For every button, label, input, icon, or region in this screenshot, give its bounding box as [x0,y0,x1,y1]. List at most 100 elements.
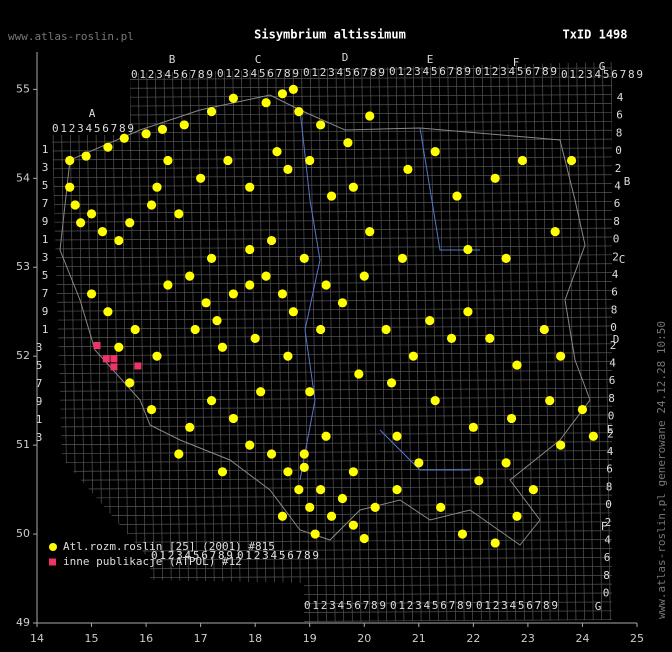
grid-cell-line [52,307,612,312]
grid-cell-line [576,62,585,622]
record-dot [305,387,315,397]
record-dot [103,142,113,152]
grid-letter: C [619,253,626,266]
grid-cell-line [52,281,612,285]
record-dot [152,351,162,361]
record-dot [261,98,271,108]
record-dot [359,271,369,281]
grid-cell-line [52,209,612,214]
grid-cell-line [455,62,465,622]
grid-digit: 1 [42,143,49,156]
grid-digits: 0123456789 [475,65,557,78]
grid-digit: 2 [612,250,619,263]
record-dot [65,155,75,166]
grid-digit: 3 [36,431,43,444]
record-dot [250,333,260,343]
grid-cell-line [52,236,612,241]
grid-cell-line [52,62,61,622]
record-dot [277,89,288,99]
record-dot [283,164,293,175]
record-dot [397,253,408,263]
record-square [110,363,118,371]
record-dot [299,462,309,472]
record-dot [125,378,135,388]
grid-cell-line [516,62,525,622]
record-dot [545,396,555,406]
x-tick-label: 14 [30,632,44,645]
grid-cell-line [593,62,603,622]
grid-digit: 6 [616,109,623,122]
grid-cell-line [326,62,336,622]
record-dot [228,413,238,424]
grid-cell-line [52,85,612,90]
grid-digits: 0123456789 [304,599,386,612]
record-dot [556,351,566,361]
grid-digit: 9 [42,215,49,228]
grid-digit: 8 [616,126,623,139]
record-dot [392,431,402,441]
record-dot [326,191,337,201]
grid-cell-line [52,103,612,107]
record-dot [174,449,184,459]
grid-digit: 0 [605,498,612,511]
title: Sisymbrium altissimum [254,28,406,42]
record-dot [354,369,364,379]
grid-digit: 8 [613,215,620,228]
grid-cell-line [52,592,612,597]
record-dot [103,307,113,317]
x-tick-label: 23 [521,632,535,645]
record-dot [294,106,304,117]
record-dot [550,227,560,237]
y-tick-label: 54 [16,171,30,184]
grid-cell-line [52,414,612,419]
grid-cell-line [52,494,612,499]
grid-digits: 0123456789 [52,122,134,135]
record-dot [408,351,418,361]
x-tick-label: 22 [466,632,480,645]
record-dot [272,147,282,157]
record-dot [316,120,326,130]
record-dot [152,182,162,192]
grid-cell-line [318,62,327,622]
grid-cell-line [464,62,474,622]
grid-cell-line [404,62,413,622]
grid-cell-line [52,468,612,472]
grid-digit: 5 [42,269,49,282]
grid-digit: 0 [610,321,617,334]
record-dot [490,538,500,548]
record-dot [196,173,206,183]
record-dot [403,164,413,175]
grid-cell-line [52,165,612,170]
grid-cell-line [541,62,551,622]
record-dot [261,271,271,281]
grid-digit: 4 [604,534,611,547]
grid-digit: 8 [603,569,610,582]
record-dot [365,111,375,121]
x-tick-label: 24 [575,632,589,645]
record-dot [119,133,129,143]
record-dot [223,155,233,166]
grid-cell-line [52,476,612,481]
record-dot [490,173,500,183]
record-dot [299,253,309,263]
record-dot [321,280,331,290]
grid-digit: 6 [604,551,611,564]
y-tick-label: 49 [16,616,30,629]
record-dot [326,511,337,521]
legend-swatch [49,543,57,551]
record-dot [212,316,222,326]
grid-cell-line [52,94,612,98]
grid-digit: 6 [606,463,613,476]
grid-cell-line [52,370,612,374]
grid-cell-line [335,62,345,622]
grid-digit: 4 [617,91,624,104]
record-dot [70,200,80,210]
grid-cell-line [421,62,431,622]
grid-digit: 1 [42,233,49,246]
record-dot [141,129,151,139]
grid-cell-line [52,405,612,410]
legend: Atl.rozm.roslin [25] (2001) #815 inne pub… [49,540,275,568]
grid-cell-line [52,334,612,339]
record-dot [206,106,217,117]
grid-digits: 0123456789 [303,66,385,79]
